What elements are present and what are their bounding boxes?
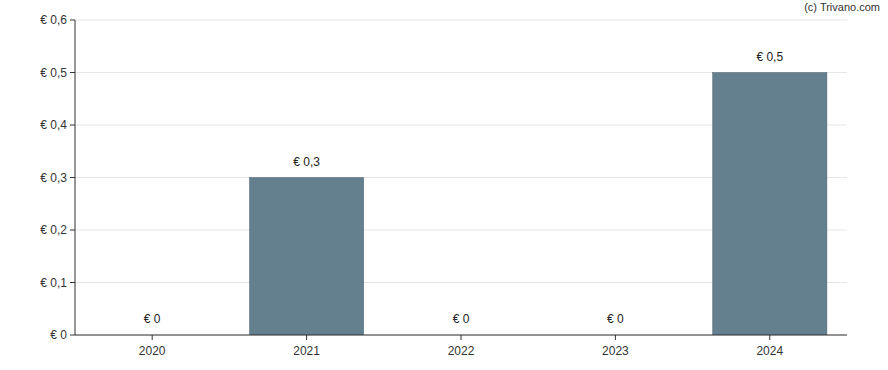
y-tick-label: € 0,4: [40, 118, 67, 132]
bar: [713, 73, 827, 336]
grid-line: [75, 20, 847, 21]
y-tick-label: € 0,5: [40, 66, 67, 80]
x-tick-label: 2024: [756, 344, 783, 358]
y-tick-label: € 0,6: [40, 13, 67, 27]
x-tick: [152, 335, 153, 340]
y-tick-label: € 0,3: [40, 171, 67, 185]
y-tick: [70, 20, 75, 21]
x-tick: [461, 335, 462, 340]
y-tick-label: € 0,1: [40, 276, 67, 290]
y-tick: [70, 335, 75, 336]
bar: [249, 178, 363, 336]
chart-container: € 0 € 0,1 € 0,2 € 0,3 € 0,4 € 0,5 € 0,6 2020 202…: [0, 0, 888, 370]
y-tick: [70, 230, 75, 231]
data-label: € 0,3: [293, 155, 320, 169]
chart-svg: € 0 € 0,1 € 0,2 € 0,3 € 0,4 € 0,5 € 0,6 2020 202…: [0, 0, 888, 370]
data-label: € 0,5: [756, 50, 783, 64]
y-tick: [70, 72, 75, 73]
y-tick: [70, 282, 75, 283]
x-tick: [306, 335, 307, 340]
bars: [249, 73, 826, 336]
x-tick: [615, 335, 616, 340]
x-tick-label: 2022: [448, 344, 475, 358]
y-tick-label: € 0,2: [40, 223, 67, 237]
x-tick-label: 2021: [293, 344, 320, 358]
y-tick-label: € 0: [50, 328, 67, 342]
x-tick-label: 2020: [139, 344, 166, 358]
x-tick-label: 2023: [602, 344, 629, 358]
data-label: € 0: [453, 312, 470, 326]
data-label: € 0: [607, 312, 624, 326]
y-tick: [70, 177, 75, 178]
x-tick: [769, 335, 770, 340]
data-label: € 0: [144, 312, 161, 326]
y-tick: [70, 125, 75, 126]
credit: (c) Trivano.com: [804, 1, 880, 13]
y-axis: [75, 20, 76, 335]
